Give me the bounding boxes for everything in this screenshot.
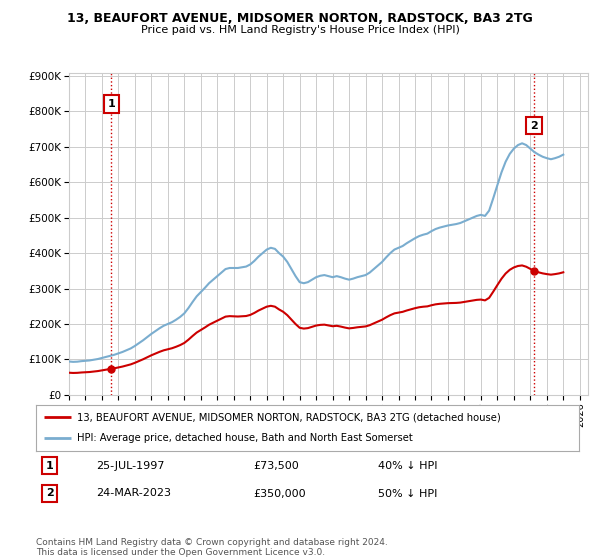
Text: 24-MAR-2023: 24-MAR-2023 (96, 488, 171, 498)
Text: 13, BEAUFORT AVENUE, MIDSOMER NORTON, RADSTOCK, BA3 2TG (detached house): 13, BEAUFORT AVENUE, MIDSOMER NORTON, RA… (77, 412, 500, 422)
Text: 2: 2 (46, 488, 53, 498)
Text: HPI: Average price, detached house, Bath and North East Somerset: HPI: Average price, detached house, Bath… (77, 433, 412, 444)
Text: Price paid vs. HM Land Registry's House Price Index (HPI): Price paid vs. HM Land Registry's House … (140, 25, 460, 35)
Text: 40% ↓ HPI: 40% ↓ HPI (378, 461, 437, 471)
Text: Contains HM Land Registry data © Crown copyright and database right 2024.
This d: Contains HM Land Registry data © Crown c… (36, 538, 388, 557)
Text: 2: 2 (530, 120, 538, 130)
Text: 1: 1 (107, 99, 115, 109)
Text: £350,000: £350,000 (253, 488, 306, 498)
Text: 50% ↓ HPI: 50% ↓ HPI (378, 488, 437, 498)
Text: 13, BEAUFORT AVENUE, MIDSOMER NORTON, RADSTOCK, BA3 2TG: 13, BEAUFORT AVENUE, MIDSOMER NORTON, RA… (67, 12, 533, 25)
Text: 25-JUL-1997: 25-JUL-1997 (96, 461, 164, 471)
Text: £73,500: £73,500 (253, 461, 299, 471)
Text: 1: 1 (46, 461, 53, 471)
